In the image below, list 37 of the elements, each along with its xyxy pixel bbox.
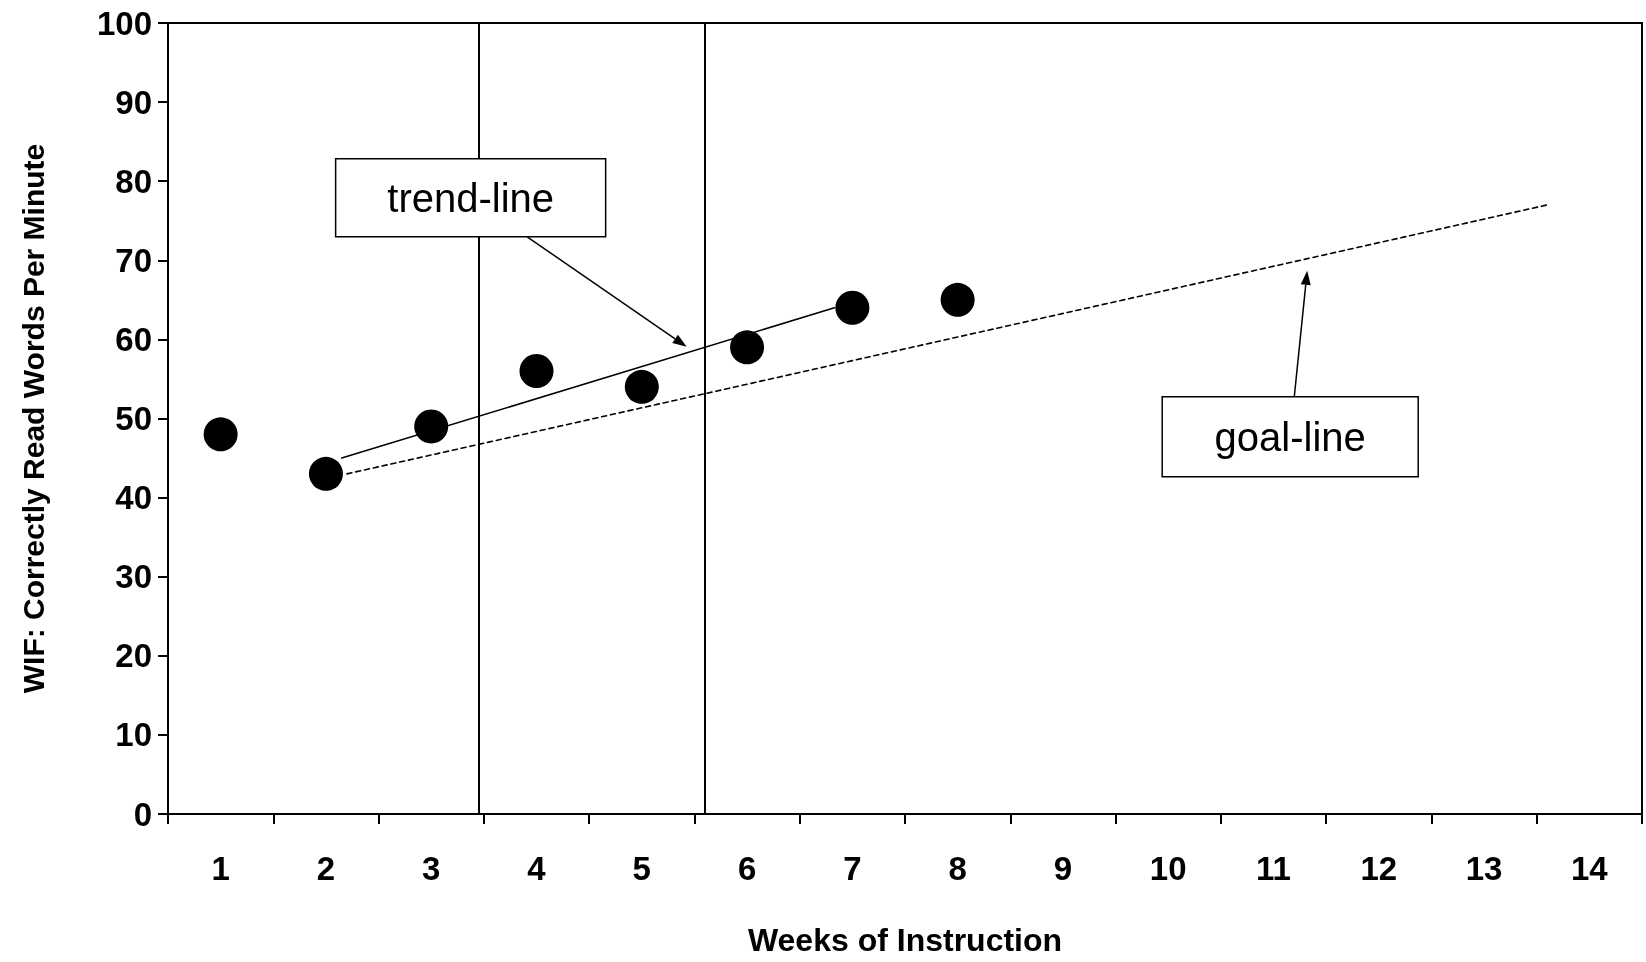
- x-tick-label: 5: [632, 850, 651, 887]
- x-tick-label: 3: [422, 850, 441, 887]
- y-axis-title: WIF: Correctly Read Words Per Minute: [16, 143, 50, 694]
- y-tick-label: 30: [115, 558, 152, 596]
- x-tick-label: 10: [1149, 850, 1187, 887]
- y-tick-label: 10: [115, 716, 152, 754]
- point: [835, 290, 870, 325]
- x-tick-label: 14: [1571, 850, 1609, 887]
- point: [519, 354, 554, 389]
- y-tick-label: 20: [115, 637, 152, 675]
- point: [624, 369, 659, 404]
- y-tick-label: 80: [115, 162, 152, 200]
- x-tick-label: 6: [737, 850, 757, 887]
- y-tick-label: 70: [115, 241, 152, 279]
- y-tick-label: 60: [115, 320, 152, 358]
- point: [940, 282, 975, 317]
- x-tick-label: 7: [843, 850, 862, 887]
- x-tick-label: 13: [1465, 850, 1503, 887]
- y-tick-label: 50: [115, 400, 152, 437]
- y-tick-label: 0: [133, 795, 152, 833]
- point: [730, 330, 765, 365]
- y-tick-label: 40: [115, 479, 152, 517]
- annotation: trend-line: [387, 175, 555, 220]
- point: [414, 409, 449, 444]
- x-tick-label: 11: [1256, 850, 1291, 887]
- y-tick-label: 100: [96, 4, 152, 42]
- x-axis-title: Weeks of Instruction: [747, 922, 1063, 958]
- x-tick-label: 2: [316, 850, 336, 887]
- y-tick-label: 90: [115, 83, 152, 121]
- point: [308, 456, 343, 491]
- point: [203, 417, 238, 452]
- x-tick-label: 9: [1053, 850, 1073, 887]
- x-tick-label: 4: [527, 850, 547, 887]
- x-tick-label: 12: [1360, 850, 1398, 887]
- annotation: goal-line: [1214, 414, 1366, 459]
- x-tick-label: 1: [211, 850, 230, 887]
- x-tick-label: 8: [948, 850, 967, 887]
